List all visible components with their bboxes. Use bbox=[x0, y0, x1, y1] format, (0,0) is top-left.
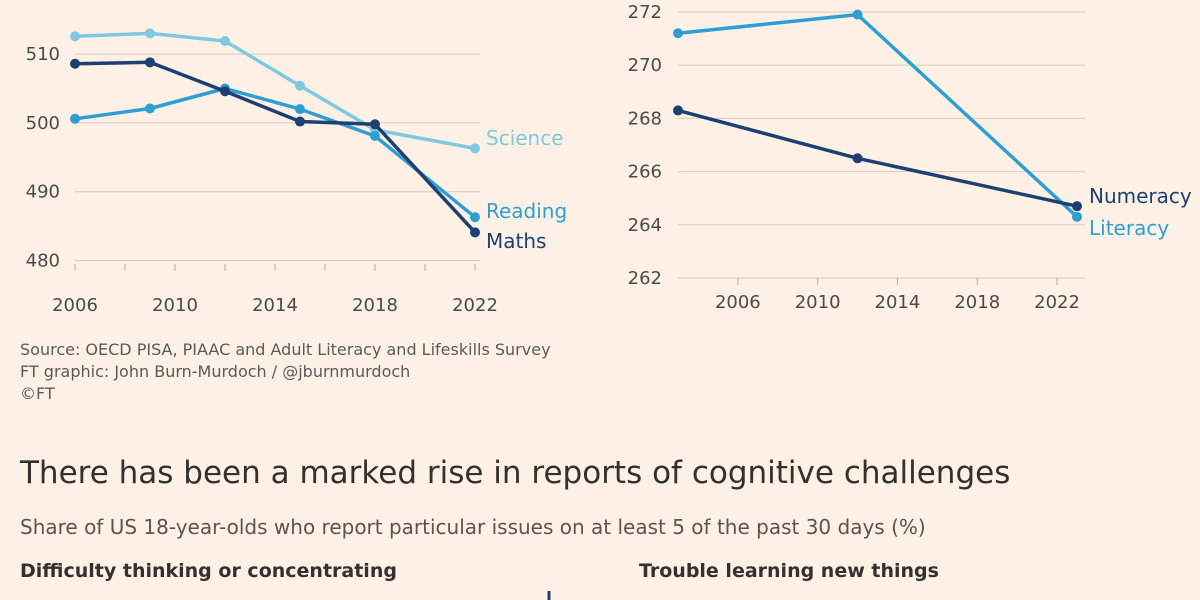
series-label-literacy: Literacy bbox=[1089, 216, 1169, 240]
series-line-numeracy bbox=[677, 108, 1078, 208]
x-tick-label: 2006 bbox=[715, 292, 761, 313]
y-tick-label: 480 bbox=[26, 251, 60, 272]
data-point-maths bbox=[370, 119, 380, 130]
data-point-maths bbox=[220, 86, 230, 97]
y-tick-label: 266 bbox=[628, 162, 662, 183]
subtitle: Share of US 18-year-olds who report part… bbox=[20, 515, 926, 539]
x-tick-label: 2018 bbox=[954, 292, 1000, 313]
source-line: Source: OECD PISA, PIAAC and Adult Liter… bbox=[20, 340, 551, 359]
y-tick-label: 262 bbox=[628, 268, 662, 289]
data-point-reading bbox=[370, 130, 380, 141]
copyright-line: ©FT bbox=[20, 384, 55, 403]
data-point-maths bbox=[295, 116, 305, 127]
y-tick-label: 272 bbox=[628, 2, 662, 23]
series-label-reading: Reading bbox=[486, 199, 567, 223]
data-point-science bbox=[470, 143, 480, 154]
series-line-maths bbox=[74, 60, 477, 234]
x-tick-label: 2022 bbox=[452, 295, 498, 316]
y-tick-label: 270 bbox=[628, 55, 662, 76]
x-tick-label: 2010 bbox=[795, 292, 841, 313]
series-label-maths: Maths bbox=[486, 229, 546, 253]
credit-line: FT graphic: John Burn-Murdoch / @jburnmu… bbox=[20, 362, 411, 381]
data-point-reading bbox=[470, 212, 480, 223]
headline: There has been a marked rise in reports … bbox=[20, 455, 1011, 491]
x-tick-label: 2014 bbox=[252, 295, 298, 316]
data-point-reading bbox=[145, 103, 155, 114]
data-point-science bbox=[145, 28, 155, 39]
data-point-literacy bbox=[1072, 211, 1082, 222]
data-point-numeracy bbox=[852, 153, 863, 164]
y-tick-label: 268 bbox=[628, 108, 662, 129]
data-point-science bbox=[295, 80, 305, 91]
series-line-science bbox=[74, 31, 476, 151]
panel-title-learning: Trouble learning new things bbox=[639, 560, 939, 582]
series-line-literacy bbox=[677, 12, 1079, 219]
data-point-science bbox=[220, 36, 230, 47]
series-line-reading bbox=[74, 86, 477, 219]
y-tick-label: 264 bbox=[628, 215, 662, 236]
data-point-science bbox=[70, 31, 80, 42]
data-point-maths bbox=[470, 227, 480, 238]
data-point-reading bbox=[295, 104, 305, 115]
data-point-literacy bbox=[852, 9, 863, 20]
x-tick-label: 2022 bbox=[1034, 292, 1080, 313]
x-tick-label: 2006 bbox=[52, 295, 98, 316]
chart-adult-skills: 262 264 266 268 270 272 2006 2010 2014 2018 2022 Li… bbox=[628, 2, 1192, 313]
series-label-numeracy: Numeracy bbox=[1089, 184, 1192, 208]
source-notes: Source: OECD PISA, PIAAC and Adult Liter… bbox=[20, 339, 551, 405]
data-point-numeracy bbox=[673, 105, 683, 116]
data-point-maths bbox=[145, 57, 155, 68]
y-tick-label: 510 bbox=[26, 44, 60, 65]
x-tick-label: 2018 bbox=[352, 295, 398, 316]
data-point-reading bbox=[70, 113, 80, 124]
data-point-maths bbox=[70, 58, 80, 69]
data-point-literacy bbox=[673, 28, 683, 39]
x-tick-label: 2014 bbox=[875, 292, 921, 313]
series-label-science: Science bbox=[486, 126, 564, 150]
data-point-numeracy bbox=[1072, 201, 1082, 212]
y-tick-label: 490 bbox=[26, 182, 60, 203]
x-tick-label: 2010 bbox=[152, 295, 198, 316]
panel-title-thinking: Difficulty thinking or concentrating bbox=[20, 560, 397, 582]
chart-pisa-scores: 480 490 500 510 2006 2010 2014 2018 2022 Science R… bbox=[26, 28, 567, 316]
y-tick-label: 500 bbox=[26, 113, 60, 134]
